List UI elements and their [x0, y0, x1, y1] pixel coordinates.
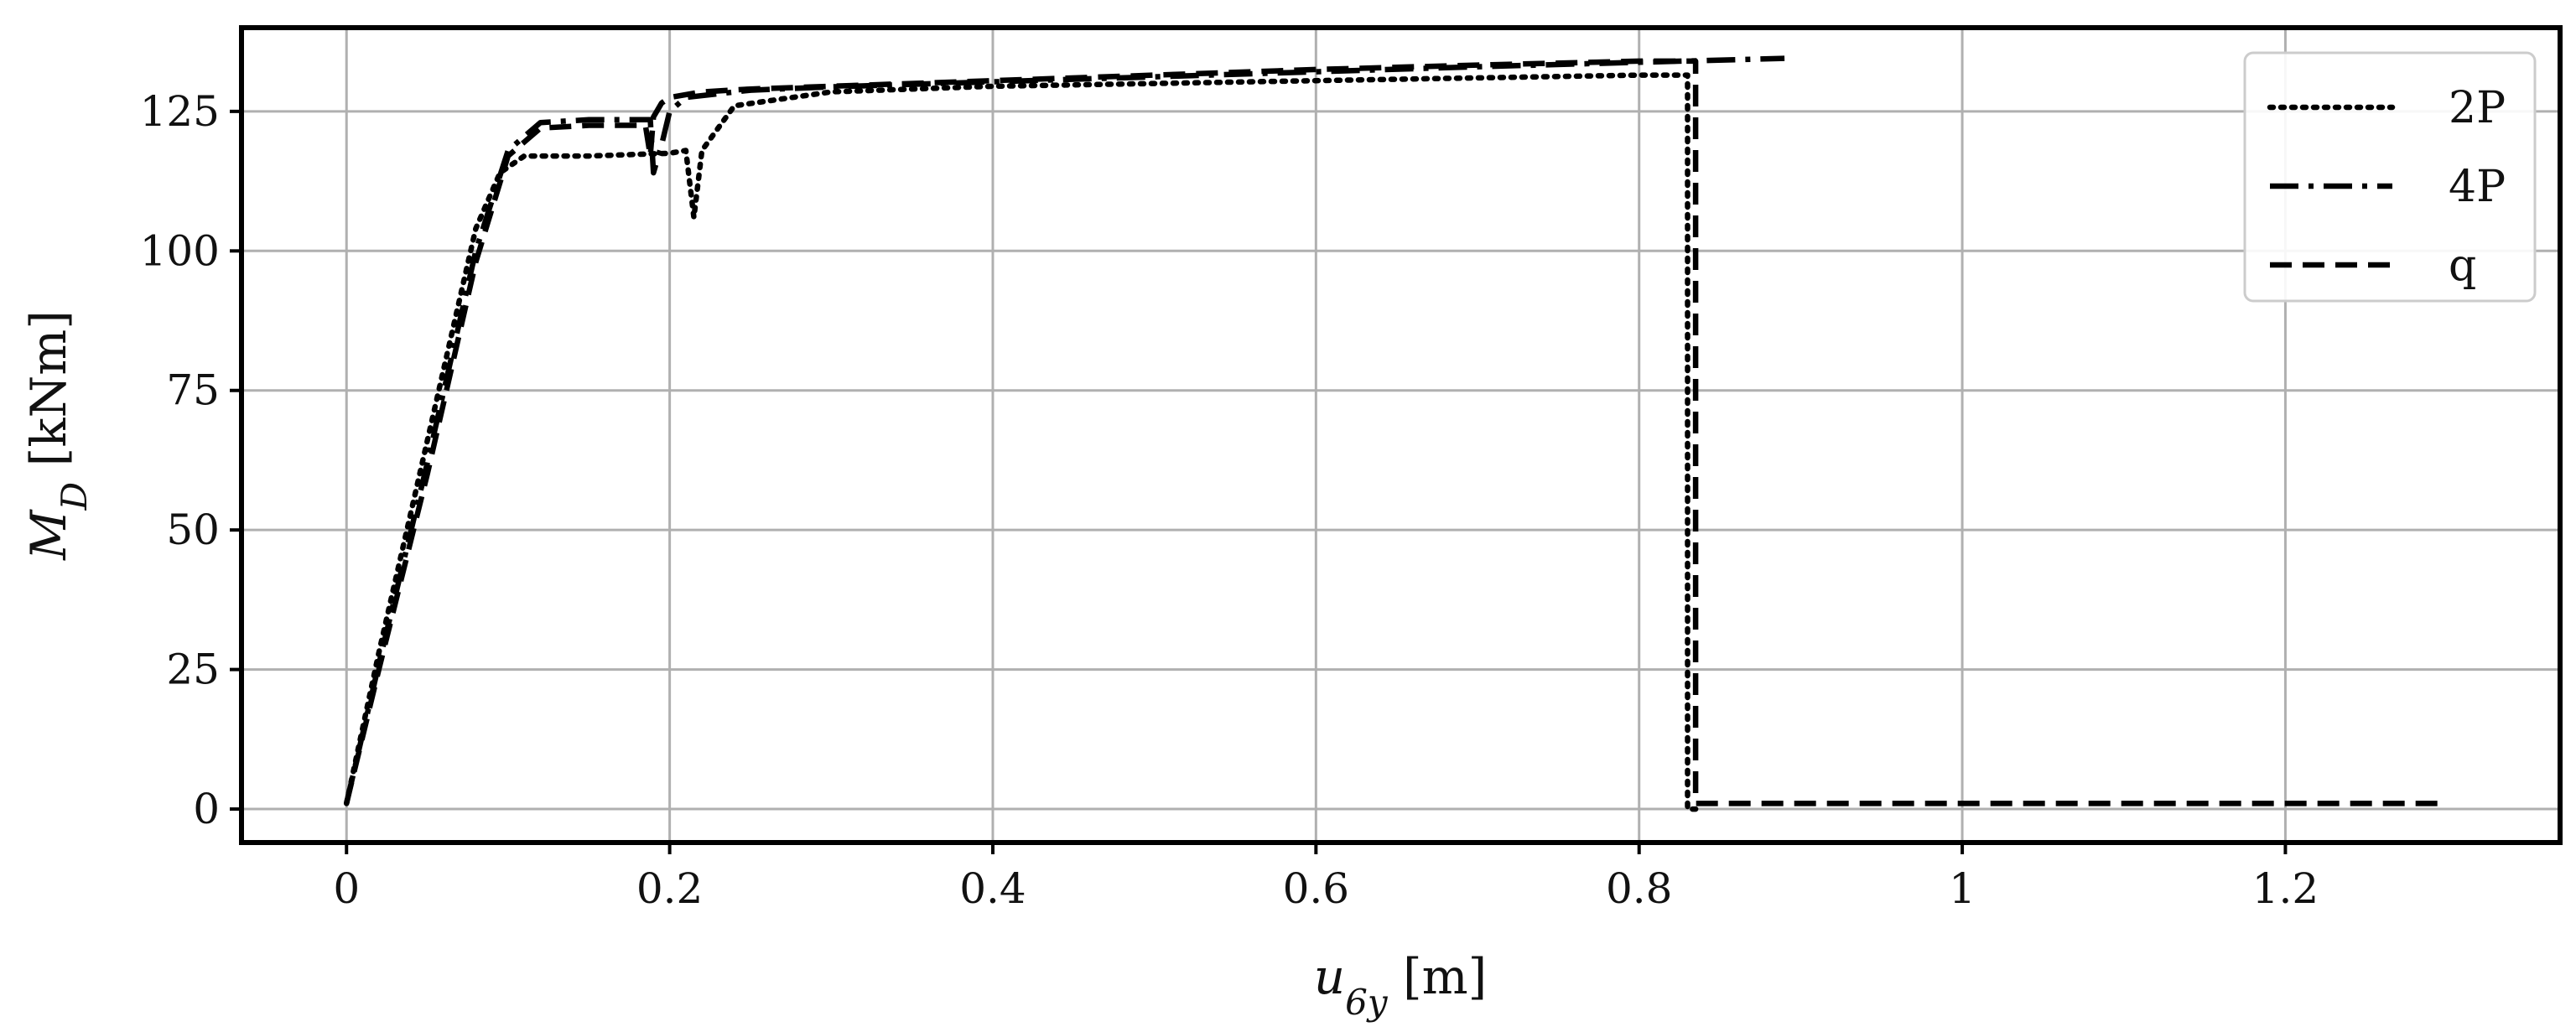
y-tick-label: 25: [166, 646, 220, 694]
series-line-2p: [343, 72, 1699, 812]
legend-label-2p: 2P: [2449, 83, 2506, 133]
series-layer: [343, 55, 2448, 812]
x-tick-label: 0.2: [636, 864, 704, 913]
x-tick-label: 0: [333, 864, 360, 913]
y-tick-label: 125: [140, 87, 220, 136]
y-tick-label: 75: [166, 366, 220, 415]
x-tick-label: 0.4: [959, 864, 1026, 913]
x-axis-label: u6y [m]: [1314, 948, 1488, 1023]
legend-label-4p: 4P: [2449, 162, 2506, 212]
y-tick-label: 0: [193, 785, 220, 833]
legend-label-q: q: [2449, 241, 2476, 291]
series-line-4p: [344, 55, 1785, 805]
x-tick-label: 1: [1949, 864, 1976, 913]
y-tick-label: 50: [166, 506, 220, 554]
x-tick-label: 1.2: [2252, 864, 2319, 913]
ticks: 0 0.2 0.4 0.6 0.8 1 1.2 0 25 50 75 100 125: [140, 87, 2319, 913]
series-line-q: [344, 58, 2448, 806]
x-tick-label: 0.8: [1606, 864, 1673, 913]
legend-box: [2243, 51, 2537, 303]
legend: 2P 4P q: [2243, 51, 2537, 303]
grid: [242, 28, 2560, 843]
y-tick-label: 100: [140, 226, 220, 275]
x-tick-label: 0.6: [1283, 864, 1350, 913]
plot-frame: [239, 25, 2563, 845]
y-axis-label: MD [kNm]: [20, 310, 95, 561]
